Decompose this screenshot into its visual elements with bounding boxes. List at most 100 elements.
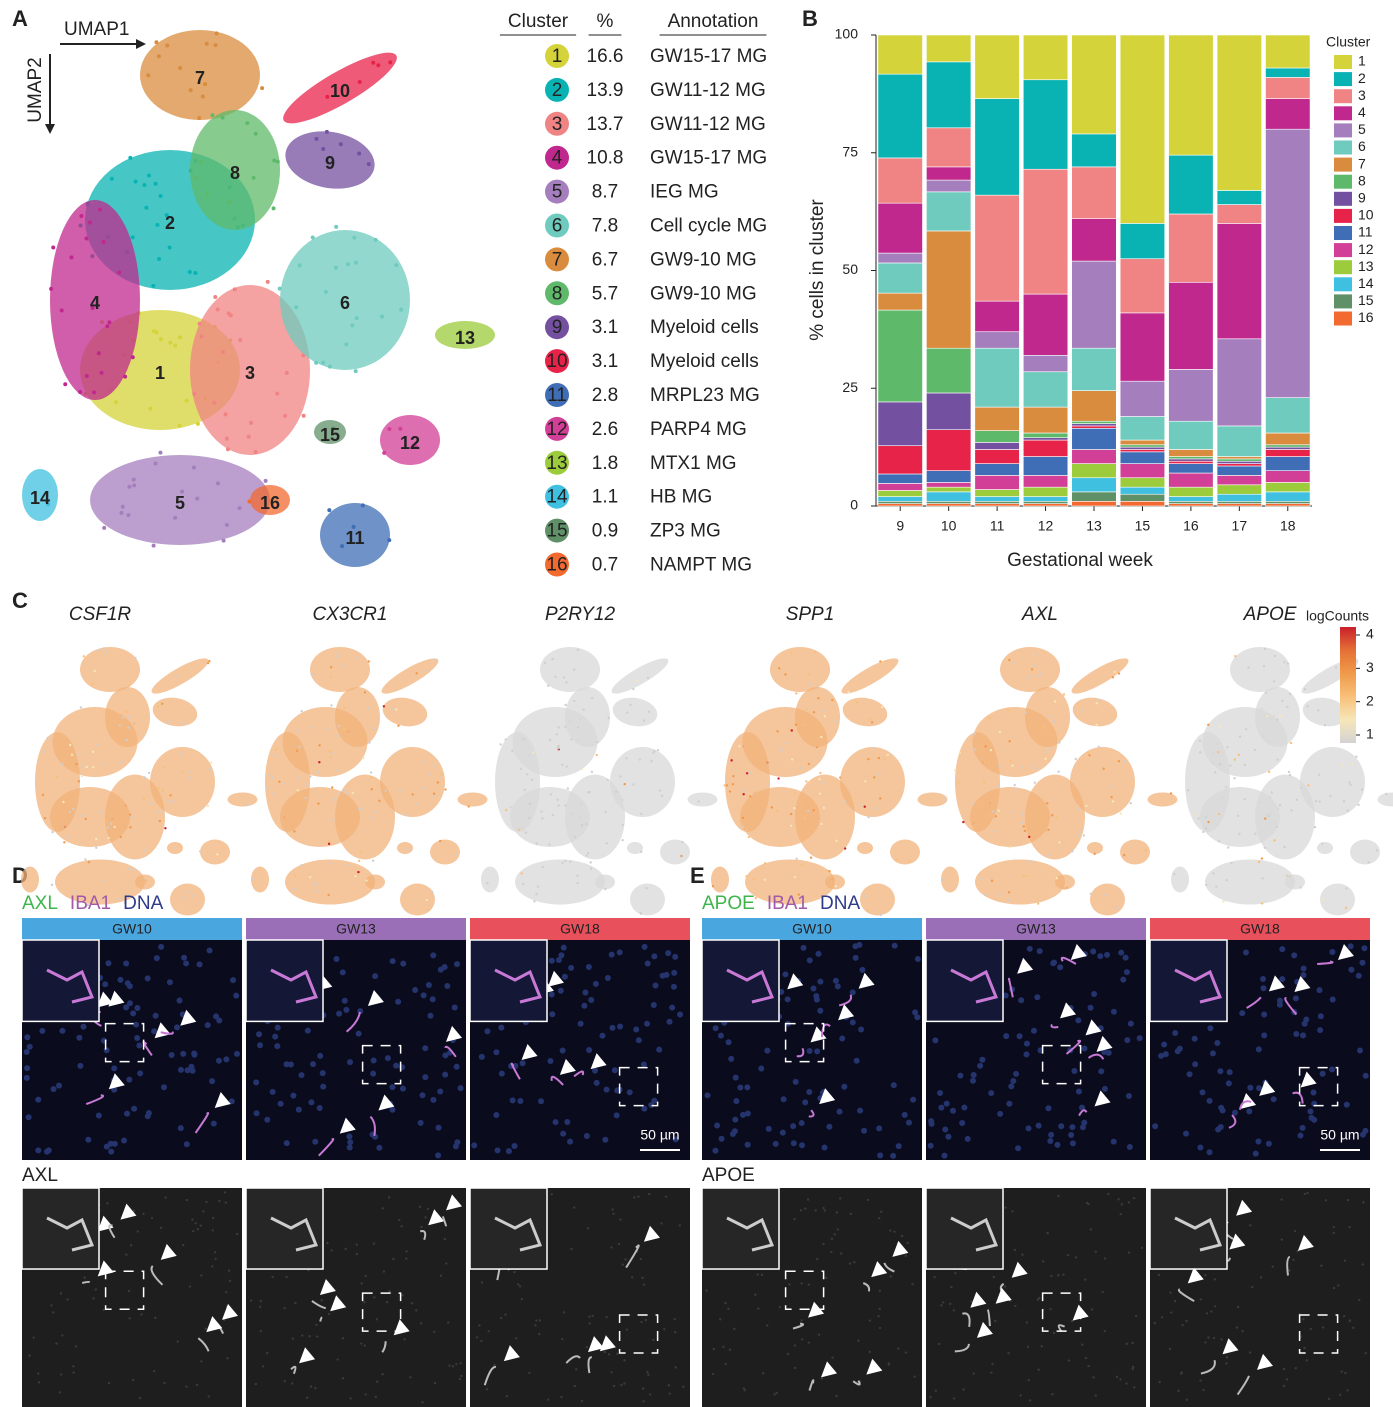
panel-label: C (12, 588, 28, 613)
cell-dot (167, 721, 169, 723)
cluster-area (1070, 747, 1135, 817)
feature-plot (251, 647, 488, 916)
bar-segment (878, 483, 923, 490)
cell-dot (233, 287, 237, 291)
cell-dot (790, 825, 792, 827)
cluster-area (711, 867, 729, 893)
bar-segment (926, 128, 971, 167)
bar-segment (1072, 492, 1117, 501)
bar-segment (975, 501, 1020, 503)
legend-label: 4 (1358, 104, 1366, 120)
bar-segment (926, 430, 971, 471)
speck (125, 1254, 127, 1256)
cell-dot (127, 716, 129, 718)
cell-dot (1205, 816, 1207, 818)
nucleus (567, 1139, 573, 1145)
cell-dot (984, 745, 986, 747)
speck (392, 1258, 394, 1260)
cell-dot (962, 821, 964, 823)
cell-dot (808, 673, 810, 675)
nucleus (1026, 1125, 1032, 1131)
cluster-label: 12 (400, 433, 420, 453)
speck (336, 1358, 338, 1360)
cell-dot (1244, 764, 1246, 766)
cell-dot (820, 736, 822, 738)
cluster-annotation: HB MG (650, 487, 712, 508)
cell-dot (294, 888, 296, 890)
cell-dot (752, 878, 754, 880)
nucleus (1071, 1068, 1077, 1074)
cluster-area (610, 747, 675, 817)
speck (1347, 1199, 1349, 1201)
cluster-percent: 10.8 (587, 148, 624, 169)
cell-dot (226, 447, 230, 451)
speck (1186, 1399, 1188, 1401)
nucleus (124, 1111, 130, 1117)
cell-dot (337, 735, 339, 737)
nucleus (108, 1141, 114, 1147)
cell-dot (441, 773, 443, 775)
speck (794, 1344, 796, 1346)
legend-swatch (1334, 243, 1352, 257)
cluster-percent: 16.6 (587, 46, 624, 67)
speck (1260, 1276, 1262, 1278)
nucleus (422, 1045, 428, 1051)
cell-dot (817, 697, 819, 699)
bar-segment (1265, 457, 1310, 471)
cell-dot (999, 731, 1001, 733)
cell-dot (184, 897, 186, 899)
cell-dot (80, 706, 82, 708)
cell-dot (43, 751, 45, 753)
cell-dot (260, 86, 264, 90)
nucleus (564, 1119, 570, 1125)
bar-segment (1072, 426, 1117, 428)
speck (292, 1337, 294, 1339)
cell-dot (657, 749, 659, 751)
cell-dot (1261, 902, 1263, 904)
cell-dot (365, 879, 367, 881)
nucleus (454, 1064, 460, 1070)
nucleus (942, 1126, 948, 1132)
speck (663, 1328, 665, 1330)
cell-dot (181, 722, 183, 724)
speck (1126, 1343, 1128, 1345)
cell-dot (729, 790, 731, 792)
cell-dot (1230, 862, 1232, 864)
cell-dot (1264, 648, 1266, 650)
cell-dot (318, 744, 320, 746)
micrograph (926, 940, 1146, 1160)
nucleus (76, 1035, 82, 1041)
speck (631, 1276, 633, 1278)
cell-dot (1071, 850, 1073, 852)
speck (642, 1400, 644, 1402)
cell-dot (771, 806, 773, 808)
cell-process (82, 1282, 89, 1283)
speck (1333, 1226, 1335, 1228)
speck (1202, 1389, 1204, 1391)
speck (675, 1366, 677, 1368)
cell-dot (819, 793, 821, 795)
cell-dot (1110, 796, 1112, 798)
cell-dot (632, 688, 634, 690)
cell-dot (883, 758, 885, 760)
cell-dot (69, 744, 71, 746)
bar-segment (975, 464, 1020, 476)
speck (869, 1351, 871, 1353)
cell-dot (1022, 766, 1024, 768)
speck (191, 1218, 193, 1220)
nucleus (1127, 1144, 1133, 1150)
cell-dot (92, 390, 96, 394)
nucleus (785, 996, 791, 1002)
speck (1007, 1352, 1009, 1354)
nucleus (745, 1142, 751, 1148)
speck (1119, 1378, 1121, 1380)
cluster-number: 9 (552, 317, 563, 338)
speck (888, 1362, 890, 1364)
legend-label: 10 (1358, 207, 1374, 223)
nucleus (24, 1049, 30, 1055)
micrograph (702, 940, 922, 1160)
nucleus (553, 1119, 559, 1125)
cell-dot (426, 899, 428, 901)
bar-segment (926, 504, 971, 506)
nucleus (822, 1145, 828, 1151)
